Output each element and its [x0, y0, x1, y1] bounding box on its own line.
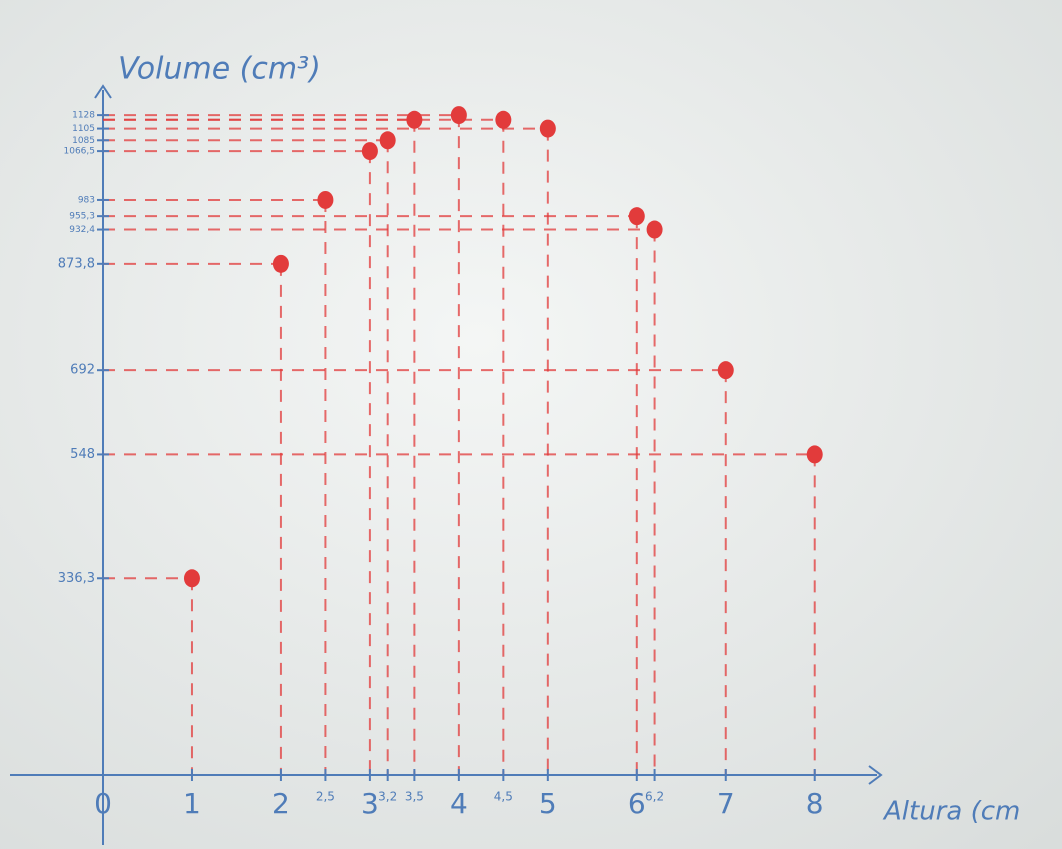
- y-tick-label: 983: [78, 195, 95, 205]
- point: [272, 254, 289, 273]
- y-tick-label: 1105: [72, 124, 95, 134]
- x-tick-label: 3,2: [378, 790, 397, 804]
- point: [628, 207, 645, 226]
- point: [717, 361, 734, 380]
- x-tick-label: 3: [361, 787, 379, 820]
- x-tick-label: 5: [539, 787, 557, 820]
- point: [183, 569, 200, 588]
- point: [450, 106, 467, 125]
- y-tick-label: 1128: [72, 111, 95, 121]
- point: [361, 142, 378, 161]
- x-tick-label: 2: [272, 787, 290, 820]
- y-tick-label: 548: [70, 447, 95, 462]
- x-tick-label: 4: [450, 787, 468, 820]
- x-axis-label: Altura (cm: [882, 797, 1020, 827]
- y-axis-arrow: [94, 84, 112, 99]
- point: [646, 220, 663, 239]
- x-tick-label: 6,2: [645, 790, 664, 804]
- point: [317, 190, 334, 209]
- y-tick-label: 1085: [72, 136, 95, 146]
- y-tick-label: 692: [70, 363, 95, 378]
- x-tick-label: 0: [94, 787, 112, 820]
- x-tick-label: 6: [628, 787, 646, 820]
- x-tick-label: 1: [183, 787, 201, 820]
- point: [806, 445, 823, 464]
- y-tick-label: 932,4: [69, 225, 95, 235]
- point: [495, 110, 512, 129]
- point: [406, 110, 423, 129]
- y-tick-label: 1066,5: [64, 147, 96, 157]
- x-tick-label: 2,5: [316, 790, 335, 804]
- y-tick-label: 955,3: [69, 212, 95, 222]
- x-tick-label: 4,5: [494, 790, 513, 804]
- y-axis-label: Volume (cm³): [118, 52, 321, 87]
- point: [539, 119, 556, 138]
- x-axis-arrow: [868, 765, 883, 785]
- x-tick-label: 7: [717, 787, 735, 820]
- y-tick-label: 873,8: [58, 256, 95, 271]
- point: [379, 131, 396, 150]
- y-tick-label: 336,3: [58, 571, 95, 586]
- x-tick-label: 8: [806, 787, 824, 820]
- x-tick-label: 3,5: [405, 790, 424, 804]
